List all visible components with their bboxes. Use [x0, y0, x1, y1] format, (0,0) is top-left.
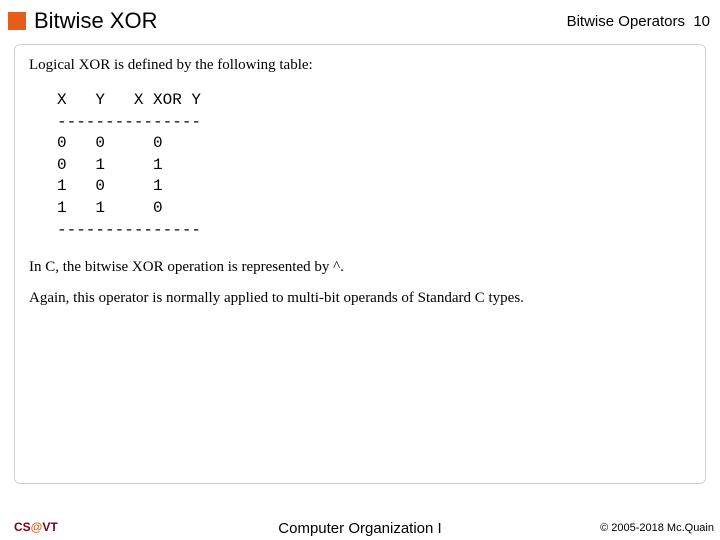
content-panel: Logical XOR is defined by the following … [14, 44, 706, 484]
slide-title: Bitwise XOR [34, 8, 567, 34]
footer-copyright: © 2005-2018 Mc.Quain [600, 522, 714, 534]
accent-square [8, 12, 26, 30]
footer-cs: CS [14, 520, 31, 534]
paragraph-1: In C, the bitwise XOR operation is repre… [29, 259, 691, 276]
paragraph-2: Again, this operator is normally applied… [29, 290, 691, 307]
slide-header: Bitwise XOR Bitwise Operators 10 [0, 0, 720, 40]
footer-at: @ [31, 520, 43, 534]
truth-table: X Y X XOR Y --------------- 0 0 0 0 1 1 … [57, 90, 691, 241]
intro-text: Logical XOR is defined by the following … [29, 57, 691, 74]
slide-footer: CS@VT Computer Organization I © 2005-201… [0, 520, 720, 534]
section-label: Bitwise Operators [567, 13, 685, 30]
page-number: 10 [693, 13, 710, 30]
slide-section-page: Bitwise Operators 10 [567, 13, 710, 30]
footer-center: Computer Organization I [278, 520, 441, 537]
footer-left: CS@VT [14, 520, 58, 534]
footer-vt: VT [42, 520, 57, 534]
